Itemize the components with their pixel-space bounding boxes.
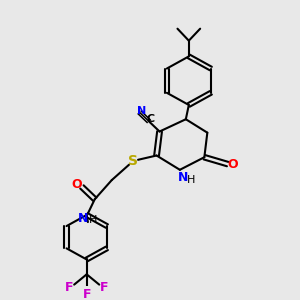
Text: O: O <box>228 158 238 171</box>
Text: O: O <box>71 178 82 190</box>
Text: F: F <box>65 281 74 294</box>
Text: N: N <box>136 106 146 116</box>
Text: C: C <box>146 114 154 124</box>
Text: N: N <box>178 171 189 184</box>
Text: F: F <box>100 281 108 294</box>
Text: N: N <box>78 212 88 225</box>
Text: H: H <box>187 175 195 184</box>
Text: F: F <box>82 288 91 300</box>
Text: H: H <box>89 215 98 225</box>
Text: S: S <box>128 154 138 168</box>
